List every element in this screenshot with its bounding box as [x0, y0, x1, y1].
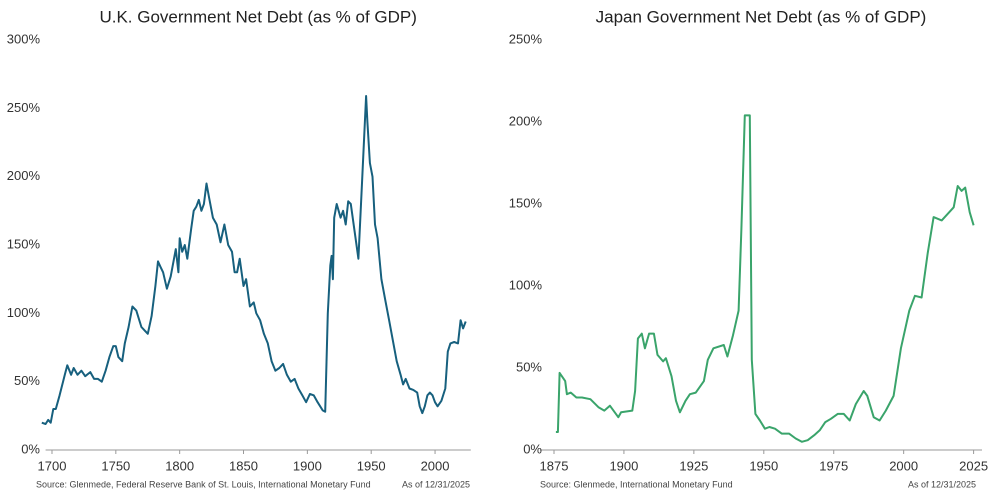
y-tick-label: 200% [509, 113, 543, 128]
chart-title: Japan Government Net Debt (as % of GDP) [596, 7, 927, 26]
x-tick-label: 1950 [749, 458, 778, 473]
x-tick-label: 1875 [540, 458, 569, 473]
as-of-note: As of 12/31/2025 [402, 479, 470, 489]
x-tick-label: 1900 [609, 458, 638, 473]
y-tick-label: 150% [7, 236, 41, 251]
y-tick-label: 200% [7, 168, 41, 183]
x-tick-label: 1950 [357, 458, 386, 473]
x-tick-label: 1925 [679, 458, 708, 473]
y-tick-label: 150% [509, 195, 543, 210]
y-tick-label: 250% [7, 100, 41, 115]
x-tick-label: 1975 [819, 458, 848, 473]
x-tick-label: 1850 [229, 458, 258, 473]
chart-title: U.K. Government Net Debt (as % of GDP) [99, 7, 416, 26]
y-tick-label: 100% [509, 277, 543, 292]
source-note: Source: Glenmede, International Monetary… [540, 479, 733, 489]
x-tick-label: 1900 [293, 458, 322, 473]
y-tick-label: 100% [7, 305, 41, 320]
as-of-note: As of 12/31/2025 [908, 479, 976, 489]
y-tick-label: 0% [21, 441, 40, 456]
x-tick-label: 2000 [421, 458, 450, 473]
data-line [555, 114, 975, 443]
x-tick-label: 2025 [959, 458, 988, 473]
y-tick-label: 50% [516, 359, 542, 374]
x-tick-label: 2000 [889, 458, 918, 473]
y-tick-label: 0% [523, 441, 542, 456]
y-tick-label: 250% [509, 31, 543, 46]
source-note: Source: Glenmede, Federal Reserve Bank o… [36, 479, 371, 489]
y-tick-label: 300% [7, 31, 41, 46]
data-line [41, 95, 467, 425]
x-tick-label: 1750 [101, 458, 130, 473]
y-tick-label: 50% [14, 373, 40, 388]
x-tick-label: 1800 [165, 458, 194, 473]
x-tick-label: 1700 [38, 458, 67, 473]
